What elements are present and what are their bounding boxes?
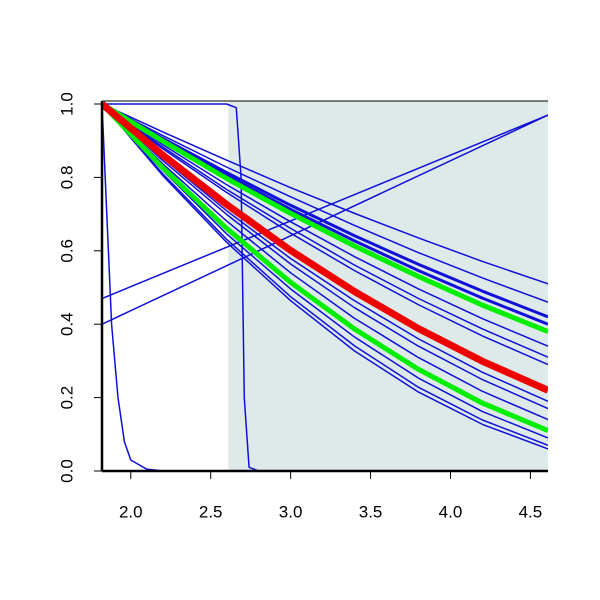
series-line xyxy=(102,101,548,334)
plot-area xyxy=(102,101,548,471)
series-line xyxy=(102,103,548,303)
x-tick-label: 2.0 xyxy=(119,502,143,521)
y-tick-label: 0.4 xyxy=(57,312,76,336)
x-tick-label: 3.5 xyxy=(359,502,383,521)
y-tick-label: 0.2 xyxy=(57,386,76,410)
highlight-region xyxy=(228,101,548,471)
series-line xyxy=(102,114,548,300)
series-line xyxy=(102,103,548,421)
series-line xyxy=(102,103,548,410)
series-line xyxy=(102,101,548,394)
series-line xyxy=(102,103,548,285)
y-tick-label: 0.6 xyxy=(57,239,76,263)
series-line xyxy=(102,103,548,347)
series-line xyxy=(102,103,548,447)
series-line xyxy=(102,103,548,450)
y-tick-label: 0.8 xyxy=(57,166,76,190)
series-line xyxy=(102,114,548,325)
x-tick-label: 2.5 xyxy=(199,502,223,521)
series-line xyxy=(102,103,548,358)
x-tick-label: 3.0 xyxy=(279,502,303,521)
x-tick-label: 4.5 xyxy=(519,502,543,521)
x-tick-label: 4.0 xyxy=(439,502,463,521)
y-tick-label: 0.0 xyxy=(57,459,76,483)
series-line xyxy=(102,103,548,366)
series-line xyxy=(102,102,548,433)
y-tick-label: 1.0 xyxy=(57,92,76,116)
